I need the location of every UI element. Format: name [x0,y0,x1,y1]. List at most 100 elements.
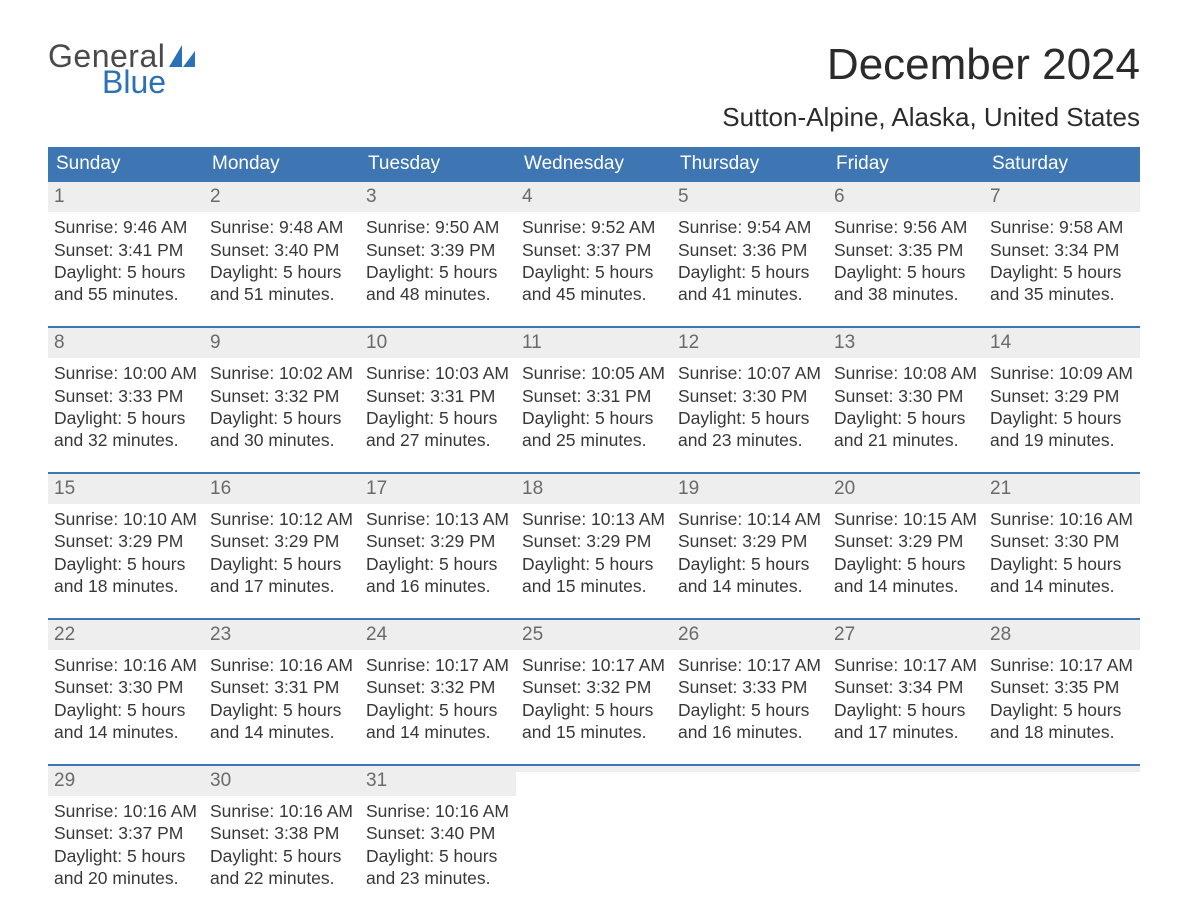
day-d2: and 45 minutes. [522,283,666,305]
day-sunset: Sunset: 3:37 PM [54,822,198,844]
day-d1: Daylight: 5 hours [990,553,1134,575]
day-sunset: Sunset: 3:29 PM [210,530,354,552]
day-body: Sunrise: 10:17 AMSunset: 3:35 PMDaylight… [984,650,1140,744]
day-number: 9 [204,328,360,358]
day-d2: and 17 minutes. [834,721,978,743]
header: General Blue December 2024 [48,40,1140,98]
day-sunrise: Sunrise: 9:52 AM [522,216,666,238]
day-sunrise: Sunrise: 10:02 AM [210,362,354,384]
calendar-week: 8Sunrise: 10:00 AMSunset: 3:33 PMDayligh… [48,326,1140,460]
day-d2: and 18 minutes. [54,575,198,597]
day-sunset: Sunset: 3:33 PM [54,385,198,407]
day-body: Sunrise: 10:16 AMSunset: 3:37 PMDaylight… [48,796,204,890]
day-sunrise: Sunrise: 10:17 AM [366,654,510,676]
calendar-day: 6Sunrise: 9:56 AMSunset: 3:35 PMDaylight… [828,182,984,314]
day-d1: Daylight: 5 hours [366,845,510,867]
calendar-day: 17Sunrise: 10:13 AMSunset: 3:29 PMDaylig… [360,474,516,606]
day-body: Sunrise: 9:48 AMSunset: 3:40 PMDaylight:… [204,212,360,306]
day-number: 16 [204,474,360,504]
calendar-day [828,766,984,898]
day-number [516,766,672,772]
day-number [984,766,1140,772]
day-number: 24 [360,620,516,650]
day-sunrise: Sunrise: 10:16 AM [990,508,1134,530]
day-sunrise: Sunrise: 10:16 AM [54,800,198,822]
calendar-day: 13Sunrise: 10:08 AMSunset: 3:30 PMDaylig… [828,328,984,460]
day-number [828,766,984,772]
day-number: 11 [516,328,672,358]
day-d1: Daylight: 5 hours [522,261,666,283]
day-d1: Daylight: 5 hours [990,261,1134,283]
calendar-week: 29Sunrise: 10:16 AMSunset: 3:37 PMDaylig… [48,764,1140,898]
day-d2: and 14 minutes. [210,721,354,743]
day-sunrise: Sunrise: 10:10 AM [54,508,198,530]
dow-cell: Thursday [672,147,828,182]
calendar-day: 11Sunrise: 10:05 AMSunset: 3:31 PMDaylig… [516,328,672,460]
day-body: Sunrise: 10:13 AMSunset: 3:29 PMDaylight… [360,504,516,598]
day-d1: Daylight: 5 hours [522,407,666,429]
day-body: Sunrise: 10:17 AMSunset: 3:32 PMDaylight… [516,650,672,744]
day-body: Sunrise: 9:46 AMSunset: 3:41 PMDaylight:… [48,212,204,306]
day-sunrise: Sunrise: 10:16 AM [210,654,354,676]
day-sunset: Sunset: 3:40 PM [366,822,510,844]
calendar: SundayMondayTuesdayWednesdayThursdayFrid… [48,147,1140,897]
day-sunset: Sunset: 3:34 PM [990,239,1134,261]
day-sunrise: Sunrise: 9:46 AM [54,216,198,238]
day-sunrise: Sunrise: 9:50 AM [366,216,510,238]
day-body: Sunrise: 10:17 AMSunset: 3:32 PMDaylight… [360,650,516,744]
day-body: Sunrise: 10:09 AMSunset: 3:29 PMDaylight… [984,358,1140,452]
day-sunset: Sunset: 3:34 PM [834,676,978,698]
day-body: Sunrise: 10:10 AMSunset: 3:29 PMDaylight… [48,504,204,598]
day-d2: and 23 minutes. [678,429,822,451]
day-body: Sunrise: 9:58 AMSunset: 3:34 PMDaylight:… [984,212,1140,306]
day-number: 6 [828,182,984,212]
day-d2: and 21 minutes. [834,429,978,451]
day-number: 23 [204,620,360,650]
day-d2: and 41 minutes. [678,283,822,305]
day-sunrise: Sunrise: 10:16 AM [210,800,354,822]
day-number: 13 [828,328,984,358]
day-sunset: Sunset: 3:41 PM [54,239,198,261]
day-d1: Daylight: 5 hours [834,407,978,429]
day-sunset: Sunset: 3:33 PM [678,676,822,698]
day-sunrise: Sunrise: 10:09 AM [990,362,1134,384]
calendar-day: 7Sunrise: 9:58 AMSunset: 3:34 PMDaylight… [984,182,1140,314]
day-body: Sunrise: 10:00 AMSunset: 3:33 PMDaylight… [48,358,204,452]
day-d1: Daylight: 5 hours [210,407,354,429]
day-sunrise: Sunrise: 10:03 AM [366,362,510,384]
day-d2: and 25 minutes. [522,429,666,451]
day-d1: Daylight: 5 hours [522,699,666,721]
calendar-day: 8Sunrise: 10:00 AMSunset: 3:33 PMDayligh… [48,328,204,460]
day-sunrise: Sunrise: 10:17 AM [678,654,822,676]
day-number: 8 [48,328,204,358]
day-number: 12 [672,328,828,358]
day-sunrise: Sunrise: 10:16 AM [366,800,510,822]
day-sunset: Sunset: 3:39 PM [366,239,510,261]
day-sunset: Sunset: 3:31 PM [210,676,354,698]
day-sunrise: Sunrise: 10:13 AM [522,508,666,530]
day-body: Sunrise: 10:17 AMSunset: 3:33 PMDaylight… [672,650,828,744]
day-d1: Daylight: 5 hours [366,261,510,283]
day-sunrise: Sunrise: 10:17 AM [522,654,666,676]
day-d1: Daylight: 5 hours [522,553,666,575]
day-of-week-header: SundayMondayTuesdayWednesdayThursdayFrid… [48,147,1140,182]
day-body: Sunrise: 9:54 AMSunset: 3:36 PMDaylight:… [672,212,828,306]
dow-cell: Tuesday [360,147,516,182]
calendar-day: 23Sunrise: 10:16 AMSunset: 3:31 PMDaylig… [204,620,360,752]
day-sunset: Sunset: 3:29 PM [522,530,666,552]
day-d1: Daylight: 5 hours [210,553,354,575]
calendar-day [672,766,828,898]
day-d1: Daylight: 5 hours [366,553,510,575]
day-d1: Daylight: 5 hours [990,699,1134,721]
day-sunset: Sunset: 3:30 PM [834,385,978,407]
calendar-day: 19Sunrise: 10:14 AMSunset: 3:29 PMDaylig… [672,474,828,606]
calendar-day [984,766,1140,898]
day-d1: Daylight: 5 hours [678,407,822,429]
calendar-day: 28Sunrise: 10:17 AMSunset: 3:35 PMDaylig… [984,620,1140,752]
day-number: 10 [360,328,516,358]
day-sunset: Sunset: 3:29 PM [54,530,198,552]
day-d1: Daylight: 5 hours [54,553,198,575]
page-title: December 2024 [827,40,1140,90]
day-d2: and 14 minutes. [990,575,1134,597]
day-d2: and 14 minutes. [834,575,978,597]
